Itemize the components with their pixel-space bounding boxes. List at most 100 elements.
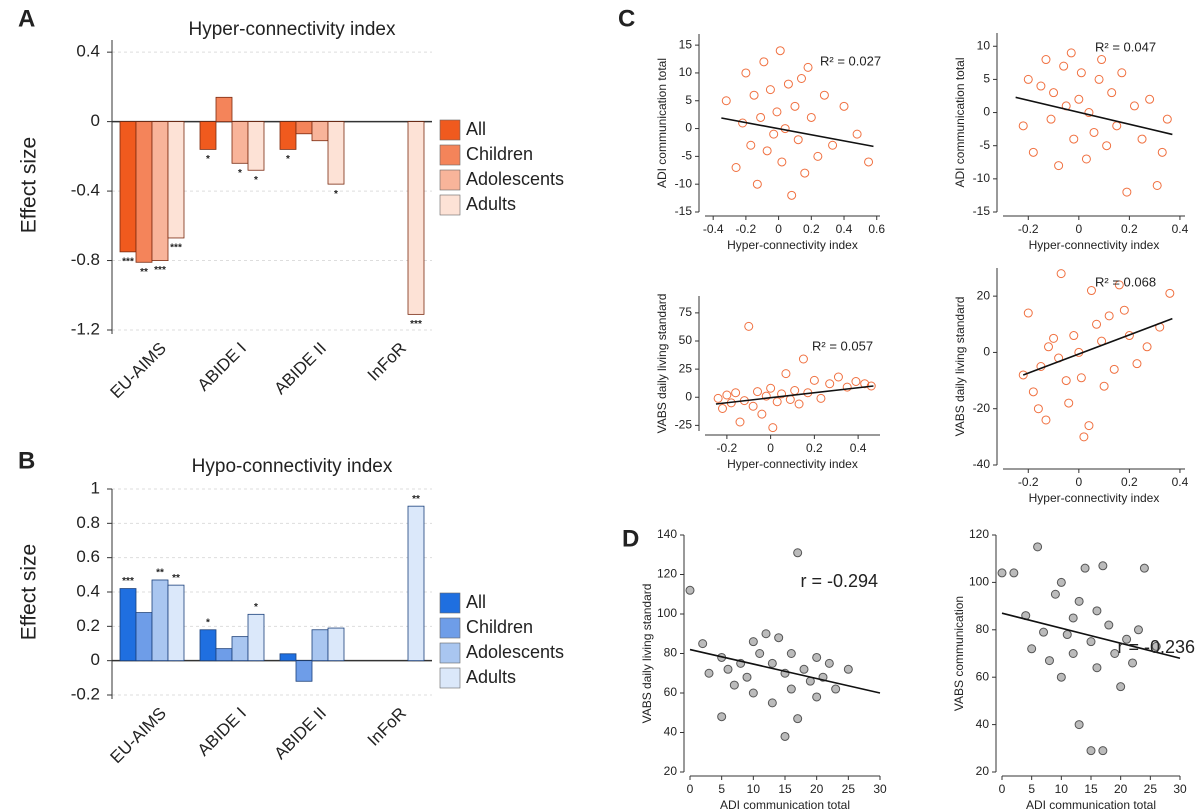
x-tick-label: 0 — [999, 782, 1006, 796]
scatter-point — [731, 163, 741, 172]
y-tick-label: 5 — [685, 93, 692, 107]
significance-label: ** — [140, 267, 148, 278]
x-tick-label: EU-AIMS — [106, 339, 170, 403]
scatter-point — [1086, 286, 1096, 296]
scatter-point — [852, 129, 862, 139]
scatter-point — [1033, 404, 1043, 414]
scatter-point — [812, 692, 822, 702]
scatter-point — [755, 649, 765, 658]
scatter-point — [790, 101, 800, 111]
y-tick-label: 140 — [657, 527, 677, 541]
y-tick-label: -40 — [973, 457, 991, 471]
scatter-point — [1104, 311, 1114, 321]
y-tick-label: 0.2 — [76, 616, 100, 635]
scatter-point — [1104, 620, 1114, 630]
y-tick-label: 20 — [976, 764, 990, 778]
annotation: R² = 0.047 — [1095, 39, 1156, 54]
bar — [407, 121, 425, 315]
scatter-point — [1117, 68, 1127, 78]
y-tick-label: -0.2 — [71, 684, 100, 703]
y-tick-label: 40 — [664, 725, 678, 739]
scatter-point — [1044, 656, 1054, 666]
y-tick-label: -1.2 — [71, 319, 100, 338]
scatter-point — [704, 668, 714, 678]
y-tick-label: 0 — [983, 345, 990, 359]
scatter-point — [825, 379, 835, 389]
scatter-point — [831, 684, 841, 694]
scatter-point — [1098, 561, 1108, 571]
y-tick-label: 5 — [983, 72, 990, 86]
y-tick-label: -15 — [973, 204, 991, 218]
scatter-point — [800, 168, 810, 178]
x-axis-label: Hyper-connectivity index — [727, 238, 858, 252]
scatter-point — [1036, 81, 1046, 91]
scatter-point — [1092, 319, 1102, 329]
scatter-point — [1139, 563, 1149, 573]
scatter-point — [769, 129, 779, 139]
scatter-point — [1069, 134, 1079, 144]
legend-label: Children — [466, 144, 533, 164]
scatter-point — [761, 391, 771, 401]
panel-label: B — [18, 447, 35, 474]
legend-swatch — [439, 642, 461, 664]
y-tick-label: 60 — [664, 685, 678, 699]
x-tick-label: 5 — [1028, 782, 1035, 796]
scatter-point — [1152, 180, 1162, 190]
annotation: R² = 0.027 — [820, 53, 881, 68]
scatter-point — [1157, 147, 1167, 157]
x-axis-label: ADI communication total — [1026, 798, 1156, 810]
scatter-point — [1145, 94, 1155, 104]
y-tick-label: 10 — [679, 65, 693, 79]
x-tick-label: 0 — [775, 222, 782, 236]
x-tick-label: 0.4 — [836, 222, 853, 236]
scatter-point — [1122, 187, 1132, 197]
x-tick-label: 10 — [1055, 782, 1069, 796]
scatter-point — [1069, 331, 1079, 341]
x-axis-label: Hyper-connectivity index — [1029, 238, 1160, 252]
scatter-point — [748, 401, 758, 411]
y-tick-label: 0.6 — [76, 547, 100, 566]
y-tick-label: -15 — [675, 204, 693, 218]
y-tick-label: 20 — [977, 288, 991, 302]
scatter-point — [1064, 398, 1074, 408]
scatter-point — [735, 417, 745, 427]
scatter-point — [759, 57, 769, 67]
y-axis-label: VABS daily living standard — [640, 584, 654, 724]
x-tick-label: 0.2 — [803, 222, 820, 236]
x-tick-label: -0.2 — [736, 222, 757, 236]
scatter-point — [1122, 634, 1132, 644]
x-tick-label: ABIDE I — [194, 339, 250, 395]
x-tick-label: 0.2 — [806, 441, 823, 455]
scatter-point — [1080, 563, 1090, 573]
scatter-point — [1027, 644, 1037, 654]
bar — [231, 121, 249, 164]
x-tick-label: 20 — [810, 782, 824, 796]
scatter-point — [718, 404, 727, 413]
scatter-point — [1128, 658, 1138, 668]
scatter-point — [1081, 154, 1091, 164]
scatter-point — [748, 688, 758, 698]
significance-label: ** — [172, 573, 180, 584]
scatter-point — [774, 633, 784, 643]
y-tick-label: -20 — [973, 401, 991, 415]
scatter-point — [1092, 663, 1102, 673]
bar — [119, 121, 137, 253]
fit-line — [1022, 317, 1173, 376]
y-tick-label: 0.8 — [76, 513, 100, 532]
annotation: R² = 0.068 — [1095, 274, 1156, 289]
legend-label: Adults — [466, 194, 516, 214]
scatter-point — [1041, 55, 1051, 65]
scatter-point — [746, 140, 756, 150]
scatter-point — [1084, 421, 1094, 431]
scatter-point — [796, 74, 806, 83]
scatter-point — [839, 101, 849, 111]
scatter-point — [780, 731, 790, 741]
significance-label: * — [254, 175, 258, 186]
legend-swatch — [439, 667, 461, 689]
x-tick-label: -0.2 — [1018, 475, 1039, 489]
scatter-point — [819, 90, 829, 100]
scatter-point — [752, 179, 762, 189]
x-tick-label: InFoR — [364, 339, 410, 385]
bar — [407, 505, 425, 662]
y-tick-label: 0 — [685, 389, 692, 403]
